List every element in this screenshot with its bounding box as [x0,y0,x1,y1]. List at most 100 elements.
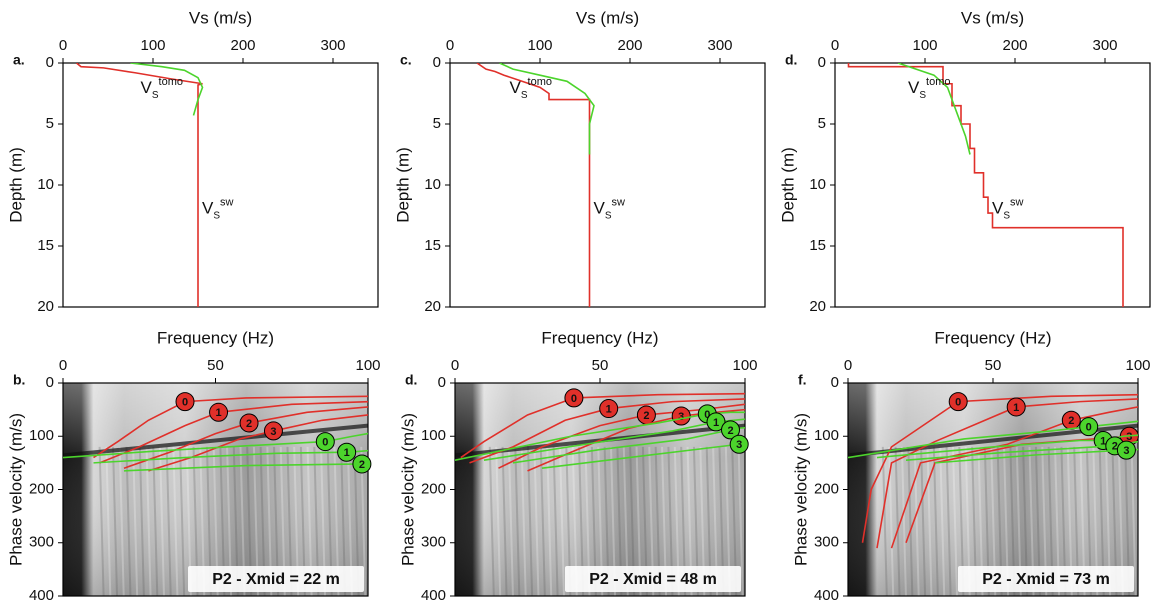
symbol: V [202,199,214,218]
image-streak [737,446,744,597]
curve [93,449,368,464]
mode-marker [175,392,195,412]
mode-label: 2 [727,425,733,437]
curve-annotation: VSsw [992,196,1024,221]
mode-label: 0 [704,409,710,421]
panel-label: d. [405,372,417,388]
mode-label: 0 [1086,422,1092,434]
mode-label: 1 [1013,402,1019,414]
y-axis-label: Phase velocity (m/s) [398,413,417,566]
y-tick-label: 5 [818,115,826,132]
image-streak [926,446,933,597]
y-axis-label: Depth (m) [6,147,25,223]
x-tick-label: 100 [140,37,165,54]
x-tick-label: 0 [451,357,459,374]
image-streak [507,446,514,597]
y-tick-label: 400 [421,587,446,603]
curve [512,426,745,464]
y-tick-label: 0 [433,54,441,71]
mode-marker [337,442,357,462]
curve-annotation: VStomo [510,76,552,101]
image-streak [514,446,521,597]
y-tick-label: 20 [37,298,54,315]
curve [75,63,203,307]
symbol: V [908,78,920,97]
y-tick-label: 5 [46,115,54,132]
subscript: S [213,210,220,221]
image-streak [158,446,165,597]
plot-frame [834,62,1151,308]
y-tick-label: 10 [424,176,441,193]
mode-marker [706,412,726,432]
subscript: S [152,90,159,101]
x-tick-label: 100 [1125,357,1150,374]
mode-label: 3 [1123,445,1129,457]
image-streak [907,446,914,597]
mode-marker [1079,417,1099,437]
curve [847,63,1124,307]
y-tick-label: 15 [809,237,826,254]
y-tick-label: 300 [29,534,54,551]
x-axis-label: Frequency (Hz) [934,328,1051,347]
image-streak [488,446,495,597]
curve [99,400,368,464]
curve [93,395,368,459]
image-streak [98,446,105,597]
x-axis-label: Frequency (Hz) [157,328,274,347]
y-tick-label: 200 [814,480,839,497]
image-streak [152,446,159,597]
image-streak [172,446,179,597]
y-axis-label: Depth (m) [393,147,412,223]
subscript: S [605,210,612,221]
mode-label: 2 [246,418,252,430]
caption: P2 - Xmid = 73 m [982,571,1110,588]
curve [897,63,971,155]
y-tick-label: 400 [814,587,839,603]
x-tick-label: 100 [912,37,937,54]
y-tick-label: 200 [29,480,54,497]
plot-frame [62,62,379,308]
image-streak [501,446,508,597]
y-tick-label: 0 [438,374,446,391]
image-streak [112,446,119,597]
image-streak [894,446,901,597]
x-tick-label: 300 [320,37,345,54]
symbol: V [992,199,1004,218]
y-tick-label: 15 [424,237,441,254]
image-streak [118,446,125,597]
curve-annotation: VSsw [594,196,626,221]
symbol: V [141,78,153,97]
y-tick-label: 0 [831,374,839,391]
image-streak [881,446,888,597]
mode-label: 0 [955,397,961,409]
curve [876,434,1138,459]
image-streak [913,446,920,597]
x-tick-label: 0 [831,37,839,54]
superscript: tomo [926,76,950,88]
x-tick-label: 200 [1002,37,1027,54]
y-tick-label: 0 [46,54,54,71]
image-streak [900,446,907,597]
y-axis-label: Phase velocity (m/s) [791,413,810,566]
mode-marker [352,454,372,474]
image-streak [527,446,534,597]
x-tick-label: 300 [1092,37,1117,54]
y-tick-label: 10 [809,176,826,193]
dispersion-shade [455,383,745,596]
curve [63,432,368,459]
y-tick-label: 100 [814,427,839,444]
y-tick-label: 300 [814,534,839,551]
curve [476,63,591,307]
panel-label: f. [798,372,807,388]
mode-marker [948,392,968,412]
image-streak [920,446,927,597]
superscript: sw [220,196,234,208]
subscript: S [919,90,926,101]
x-tick-label: 50 [985,357,1002,374]
curve-annotation: VSsw [202,196,234,221]
image-streak [552,446,559,597]
image-streak [145,446,152,597]
y-axis-label: Depth (m) [778,147,797,223]
y-tick-label: 200 [421,480,446,497]
